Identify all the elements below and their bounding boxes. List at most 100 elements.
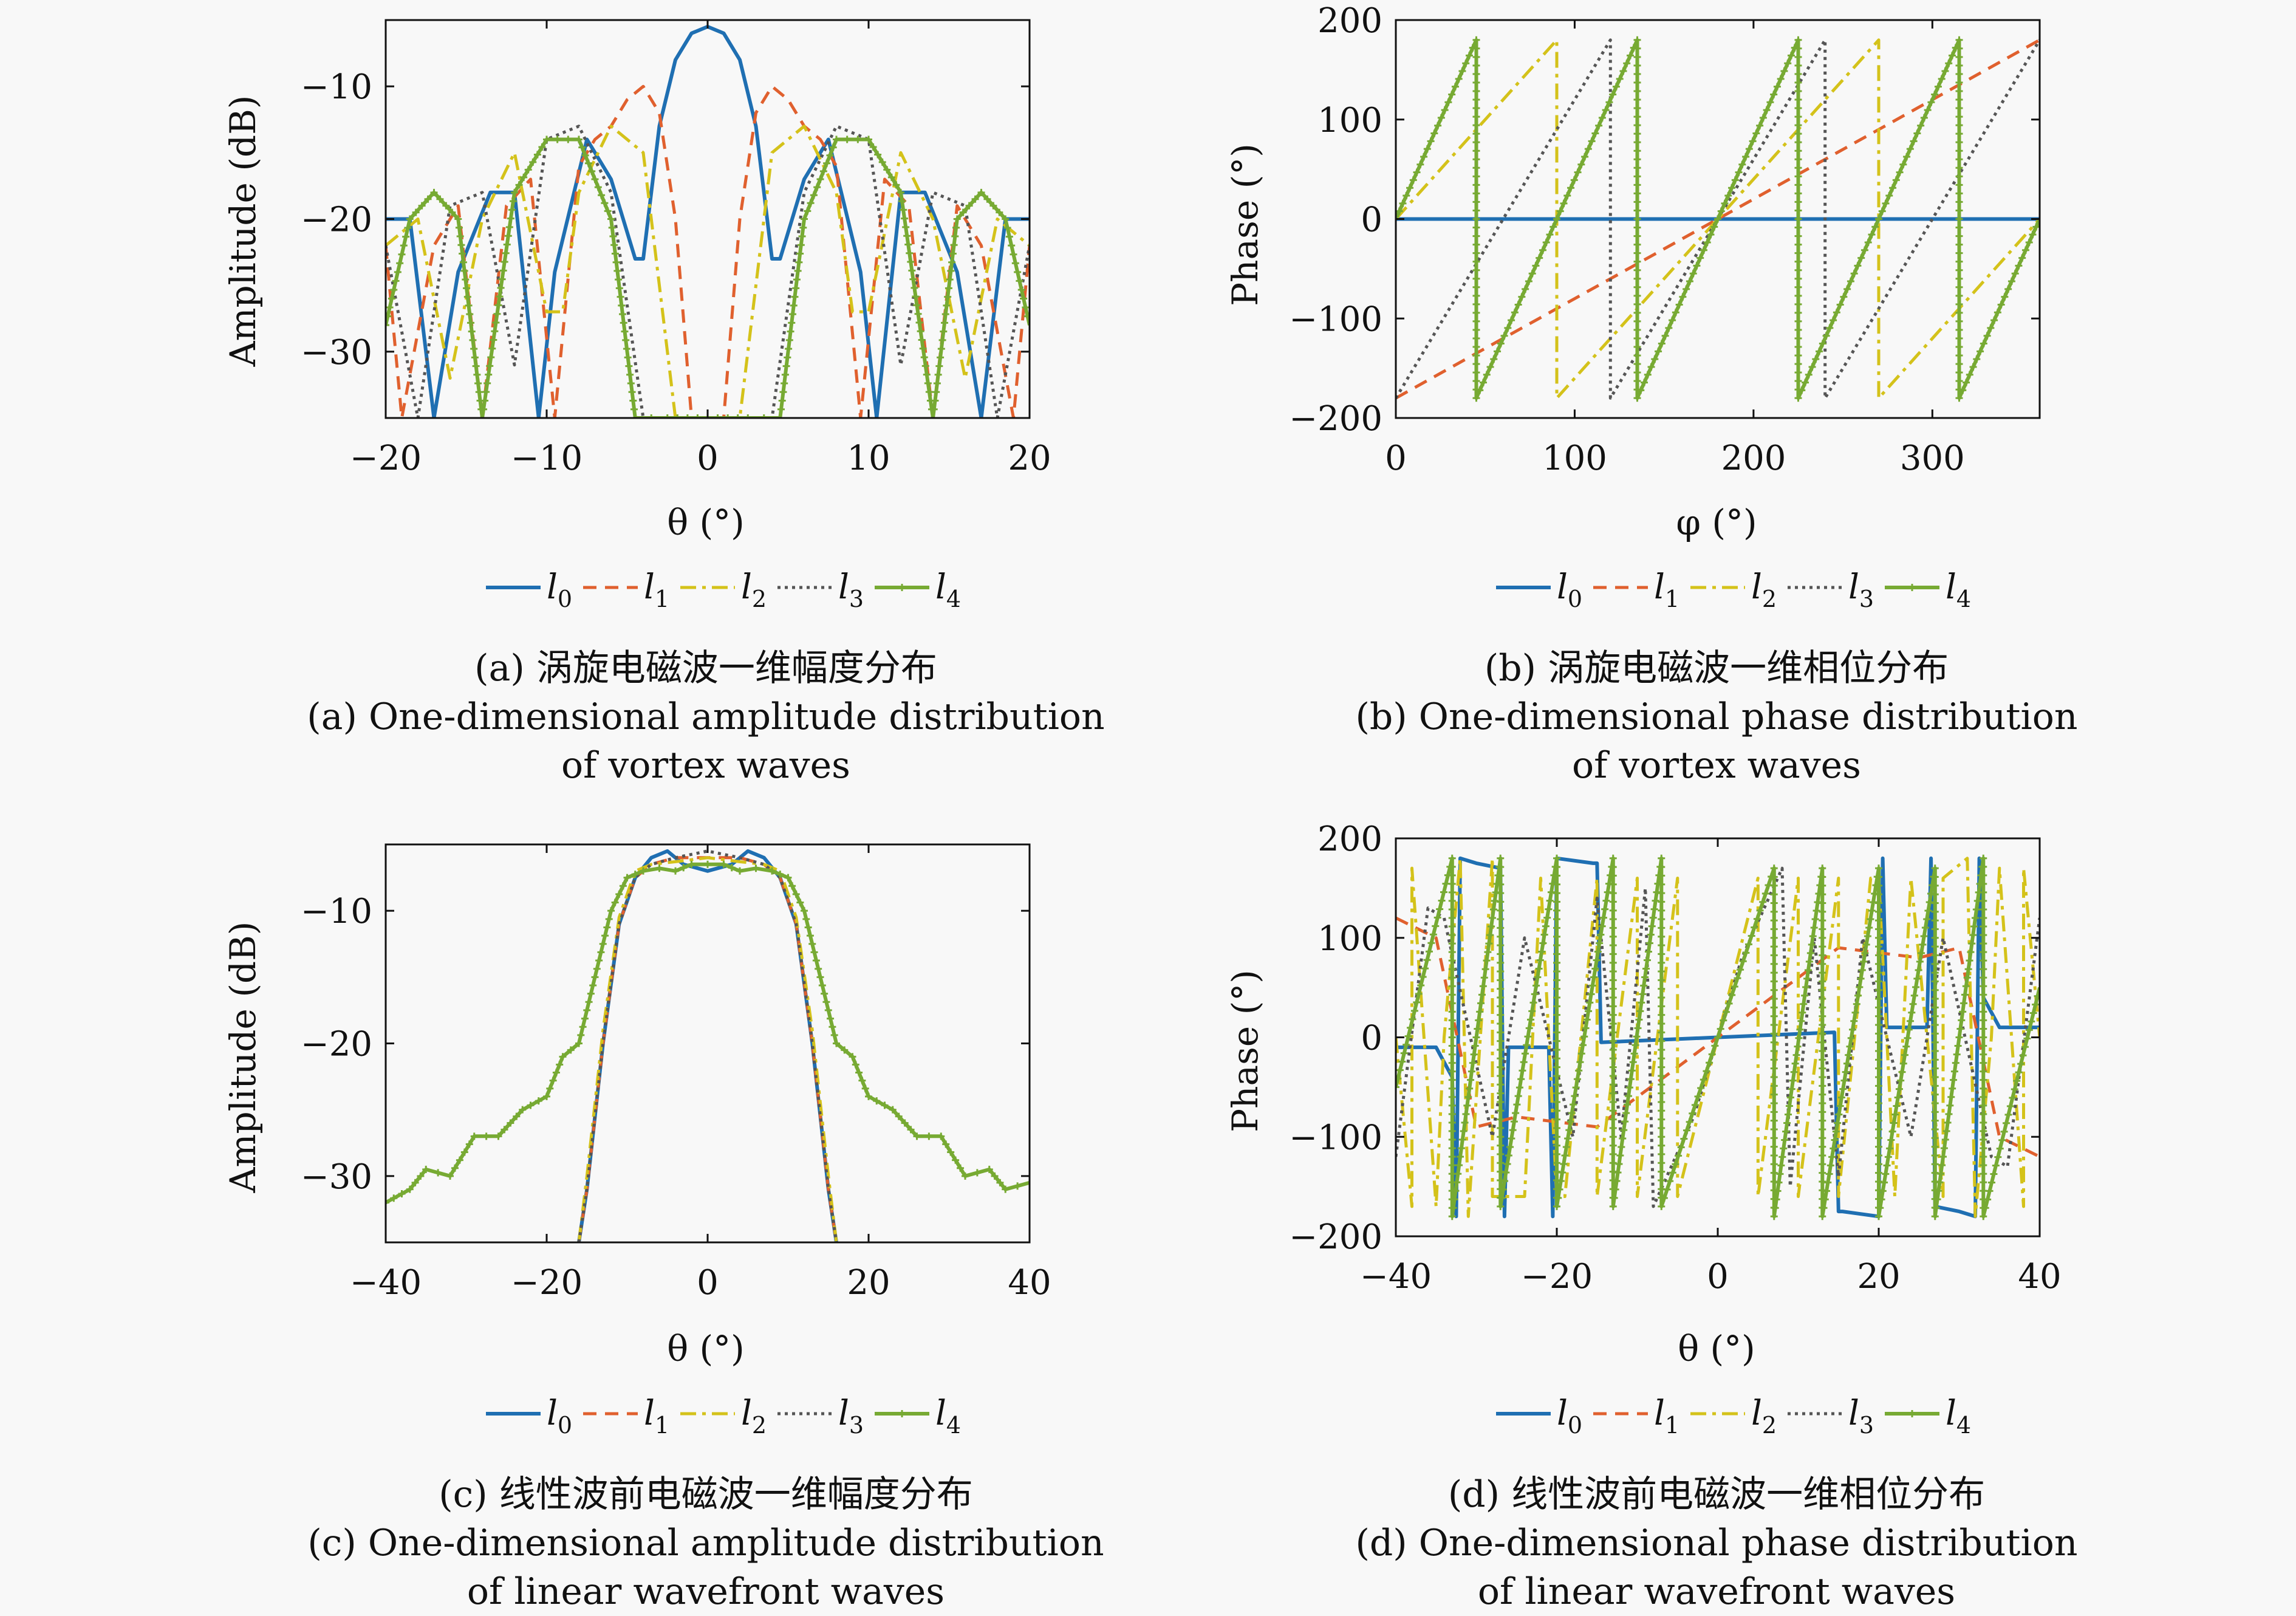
series-l4-marker [1501, 1177, 1509, 1185]
series-l4-marker [865, 1092, 872, 1100]
series-l4-marker [498, 275, 506, 283]
series-l4-marker [1860, 246, 1868, 254]
series-l4-marker [1497, 976, 1505, 984]
series-l4-marker [744, 414, 752, 418]
series-l4-marker [1658, 906, 1666, 914]
series-l4-marker [1633, 215, 1641, 223]
series-l4-marker [937, 1132, 945, 1140]
series-l4-marker [1875, 873, 1882, 881]
legend-marker-l4 [898, 584, 906, 591]
series-l4-marker [861, 1084, 869, 1092]
series-l4-marker [938, 336, 946, 344]
series-l4-marker [2023, 1035, 2031, 1043]
series-l4-marker [505, 223, 513, 231]
series-l4-marker [1955, 1033, 1963, 1041]
series-l4-marker [1775, 1179, 1783, 1186]
series-l4-marker [1980, 923, 1987, 931]
series-l4-marker [1711, 1042, 1719, 1050]
series-l4-marker [1396, 1083, 1399, 1091]
series-l4-marker [1588, 982, 1596, 990]
series-l4-marker [1955, 309, 1963, 317]
x-tick-label: −20 [350, 439, 422, 478]
series-l4-marker [1448, 1135, 1456, 1143]
series-l4-marker [1875, 1125, 1882, 1133]
series-l4-marker [1585, 1007, 1593, 1015]
series-l4-marker [1931, 934, 1939, 942]
series-l4-marker [1955, 104, 1963, 112]
series-l4-marker [1529, 999, 1537, 1007]
series-l4-marker [466, 310, 474, 318]
series-l4-marker [1786, 1094, 1794, 1101]
series-l4-marker [1580, 1033, 1588, 1041]
legend-label-l0: l0 [1557, 1394, 1582, 1439]
series-l4-marker [1794, 36, 1802, 44]
series-l4-marker [1480, 378, 1488, 386]
series-l4-marker [1724, 192, 1732, 200]
series-l4-marker [1857, 974, 1865, 982]
series-l4-marker [1796, 1025, 1804, 1033]
series-l4-marker [1955, 292, 1963, 300]
series-l4-marker [1497, 1107, 1505, 1115]
series-l4-marker [1553, 215, 1560, 223]
series-l4-marker [1645, 939, 1653, 947]
series-l4-marker [612, 258, 620, 266]
series-l4-marker [386, 321, 389, 329]
series-l4-marker [1894, 1094, 1902, 1101]
series-l4-marker [1921, 923, 1929, 931]
series-l4-marker [605, 915, 613, 923]
series-l4-marker [1497, 1011, 1505, 1019]
series-l4-marker [1980, 1170, 1987, 1178]
series-l4-marker [1887, 1136, 1895, 1144]
series-l4-marker [996, 208, 1003, 216]
series-l4-marker [1644, 948, 1652, 956]
series-l4-marker [1794, 130, 1802, 138]
series-l4-marker [1770, 960, 1778, 968]
series-l4-marker [1602, 106, 1610, 114]
series-l4-marker [611, 899, 619, 906]
series-l4-marker [1416, 160, 1424, 168]
series-l4-marker [962, 1172, 969, 1180]
series-l4-marker [1472, 283, 1480, 291]
series-l4-marker [1553, 1142, 1560, 1149]
series-l4-marker [1641, 973, 1649, 981]
series-l4-marker [1567, 1118, 1574, 1126]
series-l4-marker [1932, 1204, 1940, 1212]
series-l4-marker [1553, 924, 1560, 932]
series-l4-marker [1525, 1024, 1533, 1032]
series-l4-marker [624, 354, 632, 361]
series-l4-marker [1440, 888, 1448, 896]
series-l4-marker [1472, 1033, 1480, 1041]
series-l4-marker [1472, 215, 1480, 223]
series-l4-marker [1609, 906, 1617, 914]
series-l4-marker [1521, 1050, 1529, 1058]
series-l4-marker [1490, 355, 1498, 363]
caption-en2-c: of linear wavefront waves [467, 1570, 945, 1613]
series-l4-marker [1830, 1145, 1837, 1152]
series-l4-marker [1955, 232, 1963, 240]
series-l4-marker [1457, 1144, 1465, 1152]
series-l4-marker [1955, 241, 1963, 248]
series-l4-marker [623, 345, 630, 353]
series-l4-marker [1472, 190, 1480, 197]
series-l4-marker [934, 371, 942, 378]
series-l4-marker [1955, 352, 1963, 360]
series-l4-marker [1980, 897, 1987, 905]
series-l4-marker [1916, 957, 1924, 965]
series-l4-marker [788, 310, 796, 318]
series-l4-marker [1794, 309, 1802, 317]
y-tick-label: −200 [1289, 399, 1382, 439]
series-l4-marker [1875, 891, 1882, 899]
x-tick-label: 0 [697, 1263, 719, 1303]
series-l4-marker [1472, 139, 1480, 146]
series-l4-marker [1022, 304, 1030, 312]
series-l4-marker [1658, 1029, 1666, 1036]
series-l4-marker [1658, 880, 1666, 888]
series-l4-marker [1576, 1058, 1584, 1066]
series-l4-marker [1023, 312, 1030, 320]
series-l4-marker [1955, 258, 1963, 265]
series-l4-marker [1633, 326, 1641, 334]
series-l4-marker [1472, 241, 1480, 248]
series-l4-marker [1794, 181, 1802, 189]
series-l4-marker [1497, 959, 1505, 967]
series-l2-line [1396, 857, 2040, 1218]
